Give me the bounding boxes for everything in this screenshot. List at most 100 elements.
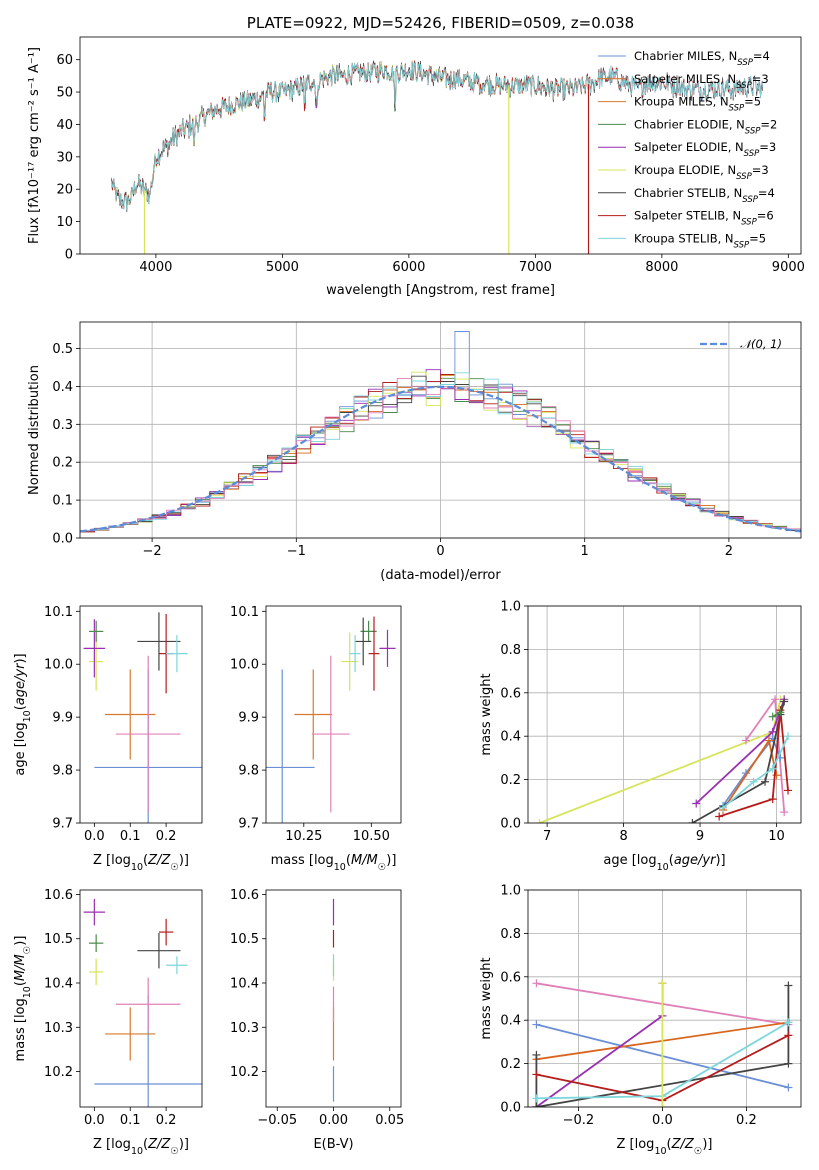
mass_vs_ebv-xlabel: E(B-V) — [313, 1137, 353, 1152]
residual-xlabel: (data-model)/error — [380, 568, 501, 583]
spectrum-title: PLATE=0922, MJD=52426, FIBERID=0509, z=0… — [247, 14, 634, 32]
mass_vs_Z-xtick-label: 0.0 — [84, 1113, 105, 1128]
age_vs_mass-ytick-label: 9.9 — [238, 711, 259, 726]
massweight_vs_Z-xtick-label: 0.0 — [652, 1113, 673, 1128]
massweight_vs_Z-xlabel-part: 10 — [654, 1146, 666, 1157]
massweight_vs_Z-marker — [784, 1018, 793, 1027]
massweight_vs_Z-marker — [532, 979, 541, 988]
residuals-ytick-label: 0.4 — [52, 380, 73, 395]
massweight_vs_age-xlabel: age [log10(age/yr)] — [603, 853, 725, 873]
massweight_vs_age-marker — [771, 695, 779, 704]
massweight_vs_age-line — [718, 710, 789, 818]
age_vs_mass-ytick-label: 9.8 — [238, 764, 259, 779]
mass_vs_ebv-ytick-label: 10.4 — [230, 977, 259, 992]
massweight_vs_age-line — [772, 711, 781, 718]
massweight_vs_Z-xlabel: Z [log10(Z/Z☉)] — [617, 1137, 713, 1157]
massweight_vs_age-marker — [784, 732, 792, 741]
massweight_vs_age-marker — [784, 786, 792, 795]
residuals-xtick-label: 0 — [436, 544, 444, 559]
mass_vs_Z-ylabel-part: ☉ — [22, 946, 33, 955]
spectrum-ytick-label: 50 — [56, 86, 73, 101]
age_vs_Z-ytick-label: 10.0 — [44, 658, 73, 673]
residuals-ytick-label: 0.1 — [52, 494, 73, 509]
age_vs_Z-ylabel-part: 10 — [22, 710, 33, 722]
mass_vs_ebv-frame — [265, 889, 402, 1108]
massweight_vs_Z-series — [532, 979, 793, 1107]
age_vs_mass-ytick-label: 9.7 — [238, 817, 259, 832]
spectrum-xlabel: wavelength [Angstrom, rest frame] — [326, 283, 555, 298]
mass_vs_Z-ylabel: mass [log10(M/M☉)] — [13, 936, 33, 1062]
age_vs_mass-xtick-label: 10.50 — [353, 829, 390, 844]
massweight_vs_age-xtick-label: 9 — [696, 829, 704, 844]
age_vs_Z-xtick-label: 0.0 — [84, 829, 105, 844]
spectrum-legend-sub: SSP — [736, 172, 752, 182]
massweight_vs_age-xtick-label: 8 — [619, 829, 627, 844]
massweight_vs_age-series — [535, 695, 792, 823]
residuals-ytick-label: 0.2 — [52, 456, 73, 471]
spectrum-legend-sub: SSP — [742, 195, 758, 205]
massweight_vs_Z-ylabel: mass weight — [479, 957, 494, 1039]
massweight_vs_Z-marker — [784, 981, 793, 990]
massweight_vs_age-marker — [768, 712, 777, 721]
residuals-xtick-label: −2 — [143, 544, 162, 559]
age_vs_Z-frame — [79, 605, 203, 824]
spectrum-xtick-label: 6000 — [392, 260, 425, 275]
age_vs_mass-xlabel-part: M/M — [351, 853, 378, 868]
spectrum-legend-sub: SSP — [737, 58, 753, 68]
massweight_vs_Z-marker — [532, 1094, 541, 1103]
massweight_vs_age-frame — [527, 605, 802, 824]
age_vs_mass-points — [266, 616, 396, 823]
residuals-xtick-label: 2 — [725, 544, 733, 559]
age_vs_mass-frame — [265, 605, 402, 824]
spectrum-ylabel: Flux [fλ10⁻¹⁷ erg cm⁻² s⁻¹ A⁻¹] — [27, 47, 42, 244]
mass_vs_ebv-ytick-label: 10.6 — [230, 888, 259, 903]
massweight_vs_age-marker — [768, 795, 777, 804]
spectrum-xtick-label: 9000 — [772, 260, 805, 275]
residual-legend-label: 𝒩(0, 1) — [740, 337, 782, 351]
massweight_vs_age-marker — [692, 799, 701, 808]
age_vs_Z-ytick-label: 9.8 — [52, 764, 73, 779]
spectrum-ytick-label: 40 — [56, 118, 73, 133]
age_vs_mass-xlabel-part: 10 — [334, 862, 346, 873]
residuals-xtick-label: 1 — [581, 544, 589, 559]
massweight_vs_age-marker — [764, 736, 773, 745]
mass_vs_Z-ylabel-part: M/M — [13, 954, 28, 981]
residuals-ytick-label: 0.5 — [52, 342, 73, 357]
massweight_vs_age-marker — [715, 812, 724, 821]
mass_vs_ebv-xtick-label: −0.05 — [257, 1113, 297, 1128]
mass_vs_Z-xlabel-part: 10 — [131, 1146, 143, 1157]
massweight_vs_age-marker — [688, 819, 697, 823]
spectrum-krou_stelib-line — [111, 61, 764, 210]
massweight_vs_age-xlabel-part: age/yr — [674, 853, 717, 868]
mass_vs_Z-ytick-label: 10.6 — [44, 888, 73, 903]
mass_vs_Z-ytick-label: 10.5 — [44, 932, 73, 947]
age_vs_Z-ylabel-part: age/yr — [13, 662, 28, 705]
age_vs_Z-xtick-label: 0.1 — [120, 829, 141, 844]
massweight_vs_Z-ytick-label: 0.6 — [500, 970, 521, 985]
age_vs_Z-points — [83, 612, 202, 823]
massweight_vs_age-marker — [749, 777, 758, 786]
gaussian-curve — [80, 385, 801, 533]
massweight_vs_Z-marker — [784, 1059, 793, 1068]
mass_vs_Z-ytick-label: 10.2 — [44, 1065, 73, 1080]
residuals-xtick-label: −1 — [287, 544, 306, 559]
residual-ylabel: Normed distribution — [27, 365, 42, 495]
age_vs_Z-xlabel-part: ☉ — [170, 862, 179, 873]
massweight_vs_age-marker — [780, 697, 789, 706]
massweight_vs_age-marker — [719, 803, 727, 812]
mass_vs_Z-ytick-label: 10.3 — [44, 1021, 73, 1036]
massweight_vs_age-marker — [741, 736, 750, 745]
massweight_vs_Z-marker — [532, 1070, 541, 1079]
age_vs_Z-ylabel: age [log10(age/yr)] — [13, 653, 33, 775]
spectrum-legend-sub: SSP — [729, 104, 745, 114]
residual-hist-extra_pink — [80, 377, 801, 533]
mass_vs_Z-frame — [79, 889, 203, 1108]
mass_vs_ebv-ytick-label: 10.5 — [230, 932, 259, 947]
mass_vs_Z-xtick-label: 0.2 — [156, 1113, 177, 1128]
mass_vs_Z-xlabel: Z [log10(Z/Z☉)] — [93, 1137, 189, 1157]
massweight_vs_Z-ytick-label: 0.4 — [500, 1014, 521, 1029]
spectrum-ytick-label: 30 — [56, 150, 73, 165]
massweight_vs_Z-frame — [527, 889, 802, 1108]
massweight_vs_age-xtick-label: 10 — [768, 829, 785, 844]
spectrum-legend-sub: SSP — [741, 218, 757, 228]
